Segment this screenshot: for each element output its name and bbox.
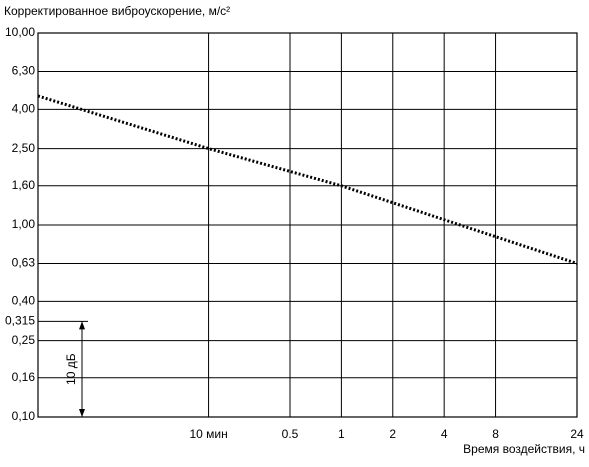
x-tick-label: 0.5	[282, 427, 299, 441]
arrow-head	[79, 409, 85, 417]
y-tick-label: 10,00	[5, 25, 35, 39]
x-tick-label: 8	[492, 427, 499, 441]
x-tick-label: 2	[389, 427, 396, 441]
arrow-head	[79, 321, 85, 330]
y-tick-label: 6,30	[12, 64, 36, 78]
y-tick-label: 0,40	[12, 294, 36, 308]
y-tick-label: 1,60	[12, 178, 36, 192]
y-axis-title: Корректированное виброускорение, м/с²	[4, 4, 230, 18]
x-tick-label: 1	[338, 427, 345, 441]
x-axis-title: Время воздействия, ч	[463, 442, 585, 456]
y-tick-label: 1,00	[12, 217, 36, 231]
y-tick-label: 0,25	[12, 333, 36, 347]
y-tick-label: 0,10	[12, 409, 36, 423]
y-tick-label: 2,50	[12, 141, 36, 155]
y-tick-label: 0,63	[12, 256, 36, 270]
y-tick-label: 0,16	[12, 370, 36, 384]
annotation-label: 10 дБ	[64, 353, 78, 385]
x-tick-label: 10 мин	[189, 427, 227, 441]
annotation-tick-label: 0,315	[5, 313, 35, 327]
data-line	[37, 94, 578, 265]
x-tick-label: 24	[570, 427, 584, 441]
y-tick-label: 4,00	[12, 102, 36, 116]
x-tick-label: 4	[441, 427, 448, 441]
